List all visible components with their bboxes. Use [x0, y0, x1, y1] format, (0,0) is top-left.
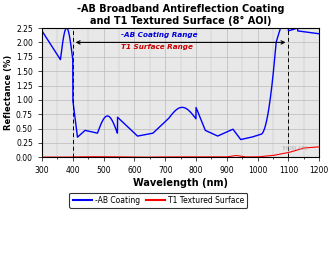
- Line: -AB Coating: -AB Coating: [42, 3, 319, 140]
- X-axis label: Wavelength (nm): Wavelength (nm): [133, 178, 228, 188]
- -AB Coating: [309, 31, 313, 34]
- -AB Coating: [40, 29, 44, 32]
- T1 Textured Surface: [175, 155, 179, 158]
- T1 Textured Surface: [309, 146, 313, 149]
- T1 Textured Surface: [140, 155, 144, 159]
- T1 Textured Surface: [258, 155, 262, 158]
- -AB Coating: [309, 31, 313, 34]
- -AB Coating: [317, 32, 321, 35]
- T1 Textured Surface: [309, 146, 313, 149]
- -AB Coating: [258, 133, 262, 136]
- Title: -AB Broadband Antireflection Coating
and T1 Textured Surface (8° AOI): -AB Broadband Antireflection Coating and…: [77, 4, 284, 26]
- -AB Coating: [286, 1, 290, 4]
- -AB Coating: [239, 138, 243, 141]
- T1 Textured Surface: [167, 155, 171, 158]
- Legend: -AB Coating, T1 Textured Surface: -AB Coating, T1 Textured Surface: [70, 193, 247, 208]
- -AB Coating: [175, 108, 179, 111]
- T1 Textured Surface: [317, 145, 321, 148]
- T1 Textured Surface: [54, 155, 58, 159]
- Text: THORLABS: THORLABS: [282, 146, 308, 151]
- Text: -AB Coating Range: -AB Coating Range: [121, 31, 197, 38]
- Text: T1 Surface Range: T1 Surface Range: [121, 44, 192, 50]
- -AB Coating: [54, 51, 58, 54]
- Line: T1 Textured Surface: T1 Textured Surface: [42, 147, 319, 157]
- -AB Coating: [167, 116, 171, 119]
- Y-axis label: Reflectance (%): Reflectance (%): [4, 55, 13, 130]
- T1 Textured Surface: [40, 155, 44, 159]
